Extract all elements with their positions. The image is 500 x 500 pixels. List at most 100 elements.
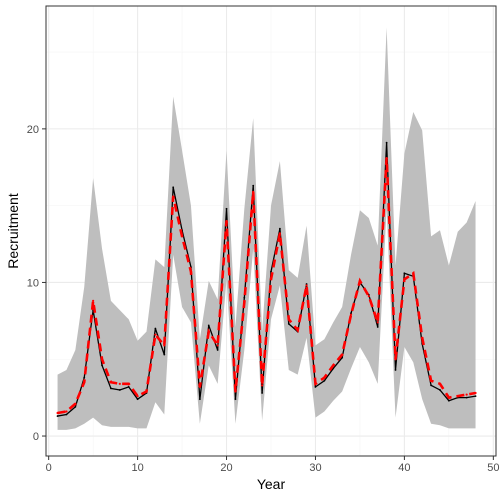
observed-point <box>65 413 68 416</box>
observed-point <box>376 326 379 328</box>
estimated-point <box>207 330 210 333</box>
observed-point <box>225 207 228 210</box>
x-tick-label: 0 <box>46 462 52 474</box>
estimated-point <box>314 382 317 385</box>
observed-point <box>216 349 219 351</box>
estimated-point <box>269 278 273 281</box>
observed-point <box>430 384 432 387</box>
y-tick-label: 10 <box>27 277 39 289</box>
estimated-point <box>287 318 290 321</box>
observed-point <box>447 399 450 402</box>
estimated-point <box>403 278 406 281</box>
observed-point <box>118 389 121 391</box>
estimated-point <box>172 195 175 198</box>
observed-point <box>314 385 317 388</box>
observed-point <box>403 272 406 275</box>
x-tick-label: 40 <box>398 462 410 474</box>
estimated-point <box>92 299 95 302</box>
estimated-point <box>332 364 335 367</box>
observed-point <box>252 184 255 187</box>
estimated-point <box>234 390 237 393</box>
estimated-point <box>127 382 130 385</box>
estimated-point <box>198 385 201 388</box>
x-tick-label: 20 <box>220 462 232 474</box>
estimated-point <box>261 384 264 387</box>
confidence-band-layer <box>57 27 476 430</box>
estimated-point <box>447 396 450 399</box>
estimated-point <box>83 381 86 384</box>
observed-point <box>465 396 468 399</box>
estimated-point <box>65 410 68 413</box>
observed-point <box>127 385 130 388</box>
estimated-recruitment-line <box>57 157 476 415</box>
estimated-point <box>189 270 193 273</box>
observed-point <box>278 227 281 230</box>
observed-point <box>234 398 237 401</box>
estimated-point <box>456 395 459 398</box>
observed-point <box>341 356 344 359</box>
observed-point <box>198 398 201 401</box>
observed-point <box>261 392 264 394</box>
observed-point <box>243 296 246 299</box>
observed-point <box>172 186 175 189</box>
estimated-point <box>225 219 228 223</box>
estimated-point <box>323 376 326 379</box>
y-tick-label: 0 <box>33 431 39 443</box>
estimated-point <box>305 284 308 287</box>
observed-point <box>83 376 86 379</box>
estimated-point <box>296 328 299 332</box>
confidence-band <box>57 27 476 430</box>
y-tick-label: 20 <box>27 124 39 136</box>
observed-point <box>439 389 441 391</box>
estimated-point <box>367 295 370 298</box>
estimated-point <box>252 190 255 193</box>
observed-point <box>207 324 210 327</box>
estimated-point <box>145 390 148 393</box>
observed-point <box>394 369 397 371</box>
observed-point <box>136 398 139 401</box>
estimated-point <box>429 379 433 382</box>
estimated-point <box>56 411 59 415</box>
estimated-point <box>118 382 121 385</box>
x-tick-label: 10 <box>131 462 143 474</box>
estimated-point <box>421 336 424 339</box>
observed-point <box>350 312 352 315</box>
estimated-point <box>180 235 184 238</box>
observed-point <box>287 323 290 325</box>
observed-point <box>110 387 112 390</box>
estimated-point <box>278 232 281 235</box>
estimated-point <box>163 344 166 347</box>
observed-point <box>385 141 388 144</box>
estimated-point <box>412 272 415 275</box>
observed-point <box>163 353 166 356</box>
estimated-point <box>394 358 397 361</box>
observed-point <box>323 379 326 382</box>
observed-point <box>305 283 308 285</box>
observed-point <box>74 405 77 408</box>
estimated-point <box>243 301 246 304</box>
y-axis-title: Recruitment <box>5 193 21 269</box>
observed-recruitment-line <box>57 142 476 417</box>
estimated-point <box>100 358 104 361</box>
estimated-point <box>74 402 77 405</box>
estimated-point <box>474 391 477 395</box>
observed-point <box>101 364 103 367</box>
axes: 0 10 20 30 40 50 0 10 20 <box>27 124 500 474</box>
estimated-point <box>376 321 379 324</box>
observed-point <box>154 327 157 330</box>
x-tick-label: 50 <box>487 462 499 474</box>
observed-point <box>56 415 59 417</box>
estimated-point <box>385 156 388 160</box>
x-axis-title: Year <box>257 476 286 492</box>
x-tick-label: 30 <box>309 462 321 474</box>
estimated-point <box>216 344 219 347</box>
estimated-point <box>109 381 113 384</box>
estimated-point <box>136 395 139 398</box>
observed-point <box>474 395 477 398</box>
estimated-point <box>154 333 157 336</box>
series-lines-layer <box>56 141 477 417</box>
estimated-point <box>358 279 362 283</box>
estimated-point <box>465 393 468 396</box>
estimated-point <box>341 353 344 356</box>
